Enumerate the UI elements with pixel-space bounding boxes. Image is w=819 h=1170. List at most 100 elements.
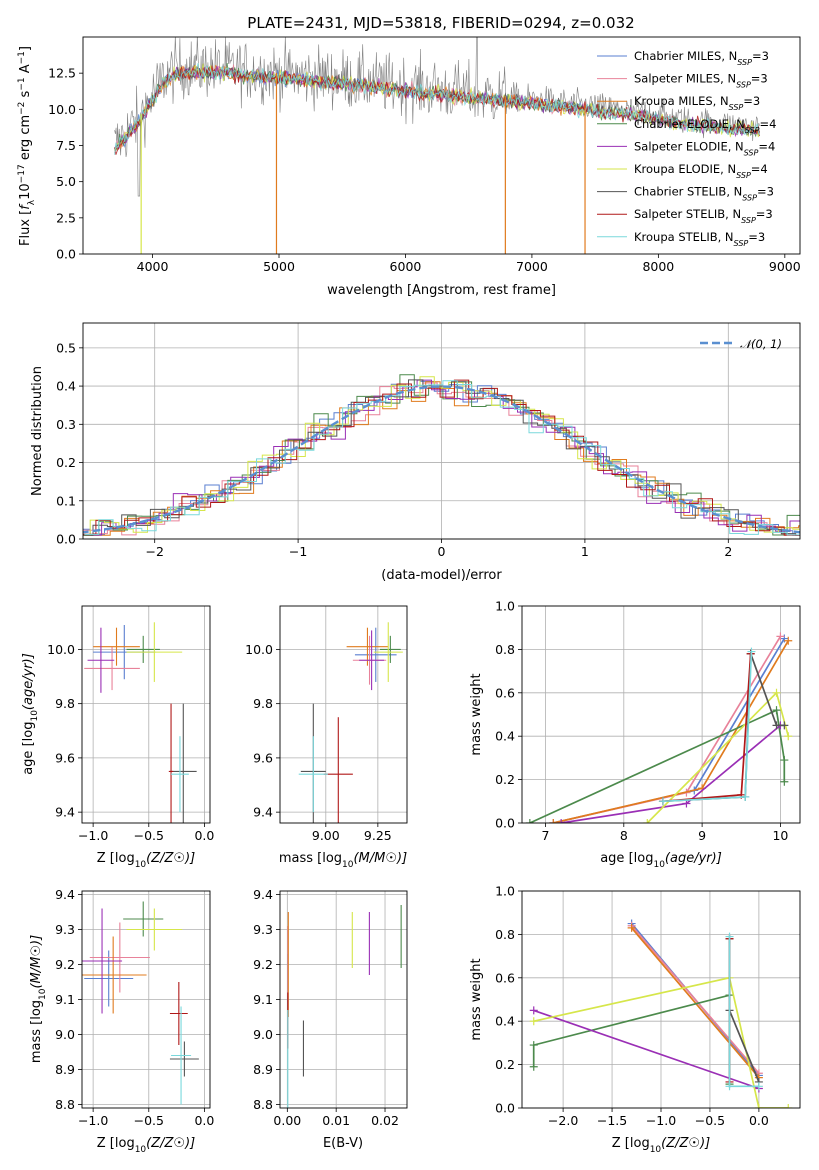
mass_vs_ebv-xtick-label-0: 0.00 [273,1113,301,1128]
spectrum-legend-label-8: Kroupa STELIB, NSSP=3 [634,230,765,248]
mass_vs_ebv-ytick-label-0: 8.8 [253,1097,273,1112]
residuals-xtick-label-2: 0 [438,544,446,559]
massweight_vs_age-frame [521,605,801,824]
massweight_vs_Z-marker-3-1 [529,1041,538,1050]
mass_vs_Z-ytick-label-5: 9.3 [55,922,75,937]
residuals-ytick-label-0: 0.0 [56,532,76,547]
massweight_vs_Z-marker-8-2 [754,1082,763,1091]
spectrum-ytick-label-3: 7.5 [56,138,76,153]
mass_vs_ebv-xlabel: E(B-V) [323,1136,363,1151]
residuals-xtick-label-3: 1 [581,544,589,559]
massweight_vs_age-marker-1-2 [776,632,785,641]
massweight_vs_age-marker-6-3 [772,721,781,730]
massweight_vs_Z-ylabel: mass weight [469,958,484,1040]
spectrum-model-line-5 [114,63,760,151]
age_vs_Z-xtick-label-0: −1.0 [78,828,108,843]
massweight_vs_age-ytick-label-3: 0.6 [495,685,515,700]
spectrum-xtick-label-0: 4000 [137,259,169,274]
massweight_vs_Z-series-2 [630,927,760,1079]
mass_vs_Z-ylabel: mass [log10(M/M☉)] [29,935,48,1063]
age_vs_Z-xlabel: Z [log10(Z/Z☉)] [97,851,195,870]
massweight_vs_age-marker-5-2 [784,732,793,741]
age_vs_Z-xtick-label-2: 0.0 [194,828,214,843]
residuals-ytick-label-2: 0.2 [56,455,76,470]
residuals-hist-6 [83,379,800,536]
spectrum-xtick-label-2: 6000 [390,259,422,274]
mass_vs_ebv-ytick-label-3: 9.1 [253,992,273,1007]
massweight_vs_Z-marker-8-1 [725,1082,734,1091]
massweight_vs_Z-ytick-label-5: 1.0 [495,884,515,899]
mass_vs_Z-xtick-label-1: −0.5 [134,1113,164,1128]
massweight_vs_age-xtick-label-2: 9 [698,828,706,843]
residuals-plot-area [83,374,800,536]
massweight_vs_age-marker-3-0 [525,819,534,823]
massweight_vs_age-marker-5-0 [643,819,652,823]
massweight_vs_age-marker-5-1 [772,688,781,697]
massweight_vs_age-marker-3-2 [780,756,789,765]
spectrum-ytick-label-4: 10.0 [48,102,76,117]
age_vs_Z-ytick-label-2: 9.8 [55,696,75,711]
massweight_vs_Z-marker-5-2 [754,1104,763,1108]
age_vs_mass-xlabel: mass [log10(M/M☉)] [279,851,407,870]
massweight_vs_Z-marker-3-0 [529,1062,538,1071]
massweight_vs_Z-xtick-label-2: −1.0 [646,1113,676,1128]
residuals-hist-4 [87,379,800,536]
mass_vs_ebv-plot-area [287,905,402,1108]
massweight_vs_Z-series-4 [533,1009,760,1090]
massweight_vs_age-marker-8-1 [741,792,750,801]
massweight_vs_Z-ytick-label-2: 0.4 [495,1014,515,1029]
massweight_vs_age-xtick-label-1: 8 [620,828,628,843]
spectrum-ytick-label-1: 2.5 [56,210,76,225]
spectrum-legend-label-1: Salpeter MILES, NSSP=3 [634,72,768,90]
mass_vs_ebv-ytick-label-5: 9.3 [253,922,273,937]
spectrum-ytick-label-5: 12.5 [48,66,76,81]
massweight_vs_age-ytick-label-1: 0.2 [495,772,515,787]
spectrum-legend-label-7: Salpeter STELIB, NSSP=3 [634,207,773,225]
residuals-ylabel: Normed distribution [30,366,45,496]
residuals-ytick-label-3: 0.3 [56,417,76,432]
mass_vs_Z-ytick-label-3: 9.1 [55,992,75,1007]
mass_vs_Z-plot-area [82,901,199,1105]
massweight_vs_Z-plot-area [529,919,793,1108]
massweight_vs_age-marker-8-0 [658,797,667,806]
massweight_vs_age-marker-3-3 [780,777,789,786]
spectrum-legend-label-2: Kroupa MILES, NSSP=3 [634,94,760,112]
residuals-normal-curve [83,385,800,534]
residuals-xlabel: (data-model)/error [381,568,502,583]
massweight_vs_age-marker-8-2 [747,647,756,656]
massweight_vs_Z-frame [521,890,801,1109]
age_vs_Z-ytick-label-0: 9.4 [55,805,75,820]
mass_vs_Z-ytick-label-4: 9.2 [55,957,75,972]
spectrum-model-line-8 [114,62,760,155]
residuals-xtick-label-4: 2 [724,544,732,559]
massweight_vs_age-marker-2-2 [784,636,793,645]
spectrum-plot-area [114,37,760,254]
age_vs_mass-ytick-label-0: 9.4 [253,805,273,820]
age_vs_Z-plot-area [84,622,197,823]
mass_vs_ebv-xtick-label-2: 0.02 [371,1113,399,1128]
spectrum-model-line-7 [114,65,760,155]
residuals-hist-5 [83,376,800,536]
mass_vs_Z-xtick-label-2: 0.0 [194,1113,214,1128]
residuals-hist-7 [83,379,800,536]
spectrum-xlabel: wavelength [Angstrom, rest frame] [327,283,556,298]
massweight_vs_age-ylabel: mass weight [469,673,484,755]
massweight_vs_Z-xtick-label-4: 0.0 [749,1113,769,1128]
massweight_vs_age-xtick-label-3: 10 [772,828,788,843]
residuals-ytick-label-4: 0.4 [56,379,76,394]
massweight_vs_age-ytick-label-2: 0.4 [495,729,515,744]
massweight_vs_age-marker-4-0 [557,819,566,823]
massweight_vs_age-marker-2-0 [549,819,558,823]
massweight_vs_Z-series-5 [533,976,789,1108]
age_vs_Z-ylabel: age [log10(age/yr)] [21,653,40,775]
mass_vs_ebv-xtick-label-1: 0.01 [322,1113,350,1128]
residuals-ytick-label-1: 0.1 [56,493,76,508]
residuals-legend-label: 𝒩(0, 1) [740,337,782,351]
mass_vs_Z-ytick-label-0: 8.8 [55,1097,75,1112]
massweight_vs_Z-marker-5-3 [784,1104,793,1108]
residuals-xtick-label-0: −2 [145,544,163,559]
massweight_vs_Z-marker-4-0 [529,1006,538,1015]
massweight_vs_Z-series-1 [630,925,760,1074]
mass_vs_ebv-ytick-label-1: 8.9 [253,1062,273,1077]
mass_vs_Z-ytick-label-2: 9.0 [55,1027,75,1042]
